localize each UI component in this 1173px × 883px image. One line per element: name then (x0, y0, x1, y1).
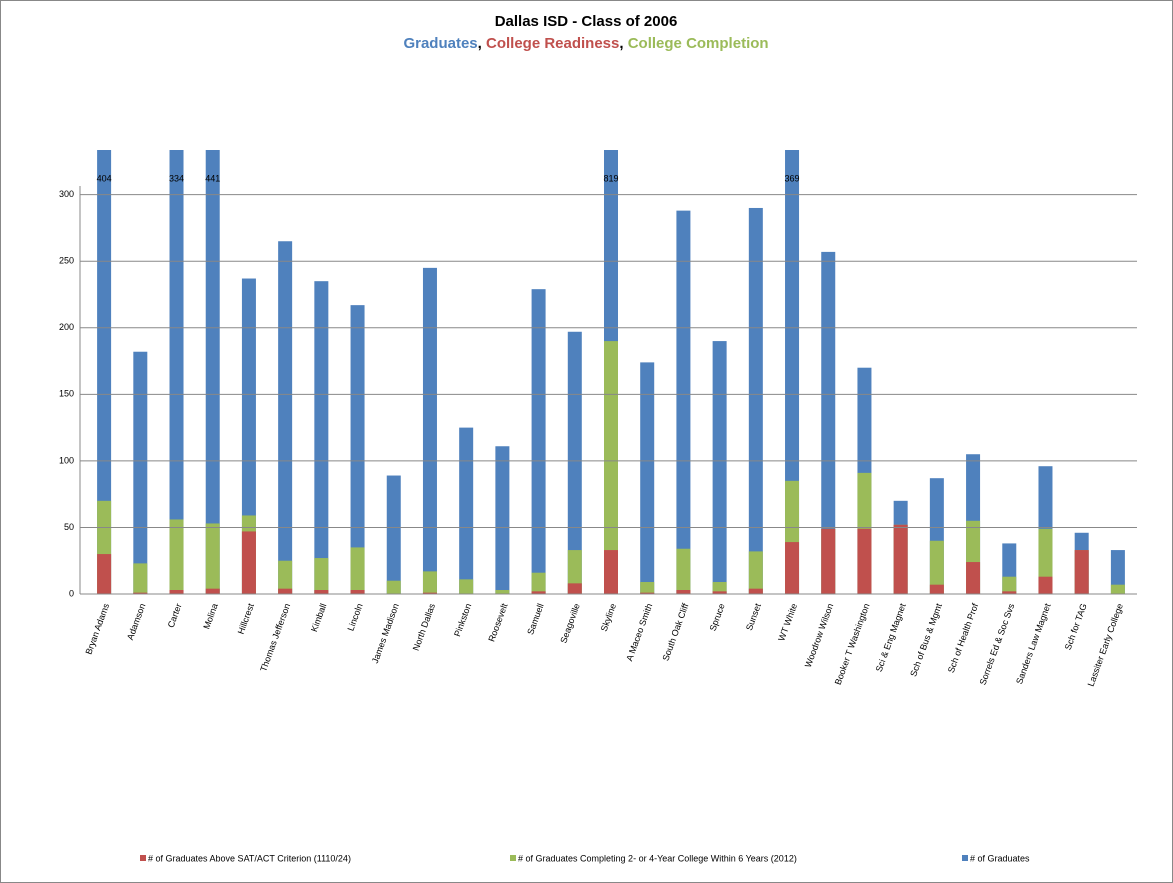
bar (640, 582, 655, 594)
data-label: 441 (205, 173, 220, 183)
bar (278, 241, 293, 594)
legend-swatch (140, 855, 146, 861)
bar (350, 547, 365, 594)
bar (748, 588, 763, 594)
bar (205, 523, 220, 594)
bar (133, 592, 148, 594)
bar (821, 528, 836, 594)
bar (386, 580, 401, 594)
bar (712, 582, 727, 594)
legend-swatch (962, 855, 968, 861)
bar (821, 251, 836, 594)
bar (604, 550, 618, 594)
bar (169, 519, 184, 594)
bar (205, 588, 220, 594)
chart-title: Dallas ISD - Class of 2006 (495, 13, 678, 30)
bar (640, 362, 655, 594)
bar (169, 590, 184, 594)
bar (133, 351, 148, 594)
bar (1110, 584, 1125, 594)
bar (604, 341, 618, 594)
bar (567, 331, 582, 594)
bar (1110, 550, 1125, 594)
bar (350, 305, 365, 594)
bar (1038, 576, 1053, 594)
bar (929, 584, 944, 594)
bar (1002, 576, 1017, 594)
y-tick-label: 250 (59, 256, 74, 266)
bar (97, 554, 112, 594)
bar (531, 591, 546, 594)
bar (278, 560, 293, 594)
bar (929, 540, 944, 594)
bar (966, 562, 981, 594)
bar (531, 572, 546, 594)
bar (133, 563, 148, 594)
bar (712, 341, 727, 594)
bar (314, 590, 329, 594)
bar (748, 207, 763, 594)
data-label: 404 (97, 173, 112, 183)
y-tick-label: 200 (59, 322, 74, 332)
bar (314, 558, 329, 594)
subtitle-part: , (478, 35, 486, 52)
bar (459, 427, 474, 594)
bar (676, 210, 691, 594)
bar (241, 531, 256, 594)
bar (241, 278, 256, 594)
bar (422, 267, 437, 594)
subtitle-part: , (619, 35, 627, 52)
bar (495, 446, 510, 594)
bar (712, 591, 727, 594)
legend-label: # of Graduates Completing 2- or 4-Year C… (518, 853, 797, 863)
bar (676, 548, 691, 594)
y-tick-label: 50 (64, 522, 74, 532)
subtitle-part: College Readiness (486, 35, 619, 52)
bar (640, 592, 655, 594)
bar (857, 528, 872, 594)
bar (893, 524, 908, 594)
legend-swatch (510, 855, 516, 861)
bar (314, 281, 329, 594)
y-tick-label: 300 (59, 189, 74, 199)
data-label: 334 (169, 173, 184, 183)
bar (422, 571, 437, 594)
bar (1002, 591, 1017, 594)
bar (676, 590, 691, 594)
bar (531, 289, 546, 594)
bar (567, 550, 582, 594)
bar (422, 592, 437, 594)
bar (1074, 550, 1089, 594)
bar (785, 542, 800, 594)
legend-label: # of Graduates (970, 853, 1030, 863)
bar (278, 588, 293, 594)
y-tick-label: 150 (59, 389, 74, 399)
y-tick-label: 100 (59, 455, 74, 465)
bar (495, 590, 510, 594)
data-label: 819 (603, 173, 618, 183)
bar (748, 551, 763, 594)
legend-label: # of Graduates Above SAT/ACT Criterion (… (148, 853, 351, 863)
bar (567, 583, 582, 594)
y-tick-label: 0 (69, 588, 74, 598)
bar (459, 579, 474, 594)
bar (350, 590, 365, 594)
chart-subtitle: Graduates, College Readiness, College Co… (403, 35, 768, 52)
subtitle-part: Graduates (403, 35, 477, 52)
data-label: 369 (785, 173, 800, 183)
subtitle-part: College Completion (628, 35, 769, 52)
bar (386, 475, 401, 594)
